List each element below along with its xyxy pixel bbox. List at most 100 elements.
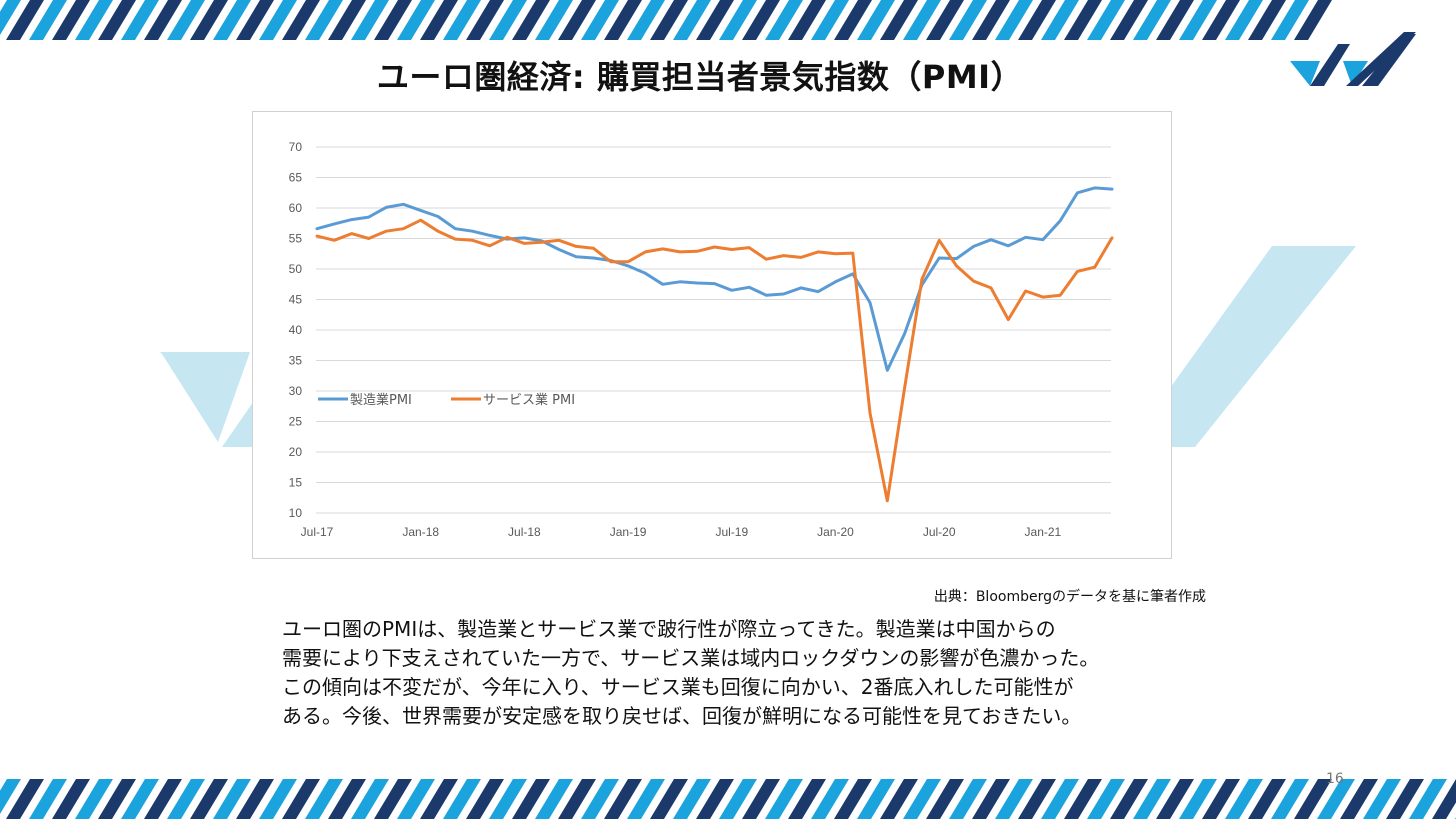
stripe	[1386, 779, 1424, 819]
stripe	[581, 779, 619, 819]
stripe	[696, 0, 734, 40]
legend-label: サービス業 PMI	[483, 392, 575, 408]
legend-label: 製造業PMI	[350, 392, 412, 408]
stripe	[949, 0, 987, 40]
stripe	[765, 779, 803, 819]
stripe	[1156, 0, 1194, 40]
stripe	[374, 779, 412, 819]
stripe	[374, 0, 412, 40]
stripe	[420, 0, 458, 40]
y-tick-label: 30	[289, 384, 303, 398]
stripe	[696, 779, 734, 819]
deco-chevron-left	[160, 352, 250, 442]
stripe	[834, 779, 872, 819]
stripe	[213, 0, 251, 40]
stripe	[788, 779, 826, 819]
commentary-text: ユーロ圏のPMIは、製造業とサービス業で跛行性が際立ってきた。製造業は中国からの…	[282, 615, 1242, 731]
stripe	[1133, 779, 1171, 819]
stripe	[995, 0, 1033, 40]
stripe	[1087, 779, 1125, 819]
stripe	[880, 779, 918, 819]
stripe	[75, 779, 113, 819]
stripe	[811, 779, 849, 819]
stripe	[857, 0, 895, 40]
commentary-line: ある。今後、世界需要が安定感を取り戻せば、回復が鮮明になる可能性を見ておきたい。	[282, 704, 1082, 728]
commentary-line: この傾向は不変だが、今年に入り、サービス業も回復に向かい、2番底入れした可能性が	[282, 675, 1074, 699]
stripe	[121, 779, 159, 819]
top-stripe-band	[0, 0, 1332, 40]
stripe	[6, 0, 44, 40]
stripe	[903, 779, 941, 819]
stripe	[1294, 779, 1332, 819]
series-line-0	[315, 186, 1114, 372]
stripe	[719, 0, 757, 40]
stripe	[98, 779, 136, 819]
x-tick-label: Jan-20	[817, 525, 854, 539]
slide-title: ユーロ圏経済: 購買担当者景気指数（PMI）	[376, 58, 1024, 96]
stripe	[765, 0, 803, 40]
stripe	[1294, 0, 1332, 40]
stripe	[29, 779, 67, 819]
stripe	[466, 779, 504, 819]
stripe	[581, 0, 619, 40]
stripe	[328, 0, 366, 40]
stripe	[995, 779, 1033, 819]
stripe	[1110, 779, 1148, 819]
stripe	[972, 0, 1010, 40]
stripe	[282, 0, 320, 40]
stripe	[305, 0, 343, 40]
stripe	[949, 779, 987, 819]
stripe	[1018, 0, 1056, 40]
stripe	[1317, 779, 1355, 819]
stripe	[190, 0, 228, 40]
stripe	[604, 779, 642, 819]
stripe	[1432, 779, 1456, 819]
stripe	[52, 779, 90, 819]
y-tick-label: 60	[289, 201, 303, 215]
stripe	[6, 779, 44, 819]
stripe	[52, 0, 90, 40]
stripe	[880, 0, 918, 40]
stripe	[558, 0, 596, 40]
stripe	[190, 779, 228, 819]
source-note: 出典：Bloombergのデータを基に筆者作成	[933, 589, 1206, 605]
stripe	[788, 0, 826, 40]
stripe	[1064, 0, 1102, 40]
stripe	[742, 779, 780, 819]
y-tick-label: 40	[289, 323, 303, 337]
stripe	[328, 779, 366, 819]
stripe	[489, 0, 527, 40]
stripe	[1248, 0, 1286, 40]
x-tick-label: Jan-21	[1025, 525, 1062, 539]
x-tick-label: Jan-18	[402, 525, 439, 539]
stripe	[1110, 0, 1148, 40]
stripe	[1018, 779, 1056, 819]
stripe	[489, 779, 527, 819]
stripe	[75, 0, 113, 40]
stripe	[1340, 779, 1378, 819]
series-line-1	[315, 218, 1114, 503]
stripe	[259, 779, 297, 819]
stripe	[236, 779, 274, 819]
stripe	[98, 0, 136, 40]
stripe	[673, 779, 711, 819]
stripe	[443, 0, 481, 40]
commentary-line: ユーロ圏のPMIは、製造業とサービス業で跛行性が際立ってきた。製造業は中国からの	[282, 617, 1056, 641]
stripe	[627, 779, 665, 819]
stripe	[144, 779, 182, 819]
stripe	[1133, 0, 1171, 40]
stripe	[1041, 0, 1079, 40]
stripe	[604, 0, 642, 40]
stripe	[535, 779, 573, 819]
stripe	[627, 0, 665, 40]
stripe	[811, 0, 849, 40]
stripe	[926, 0, 964, 40]
y-tick-label: 15	[289, 476, 303, 490]
deco-chevron-right	[1165, 246, 1356, 447]
stripe	[121, 0, 159, 40]
page-number: 16	[1326, 771, 1344, 787]
stripe	[0, 779, 21, 814]
stripe	[1087, 0, 1125, 40]
stripe	[1041, 779, 1079, 819]
stripe	[1179, 0, 1217, 40]
